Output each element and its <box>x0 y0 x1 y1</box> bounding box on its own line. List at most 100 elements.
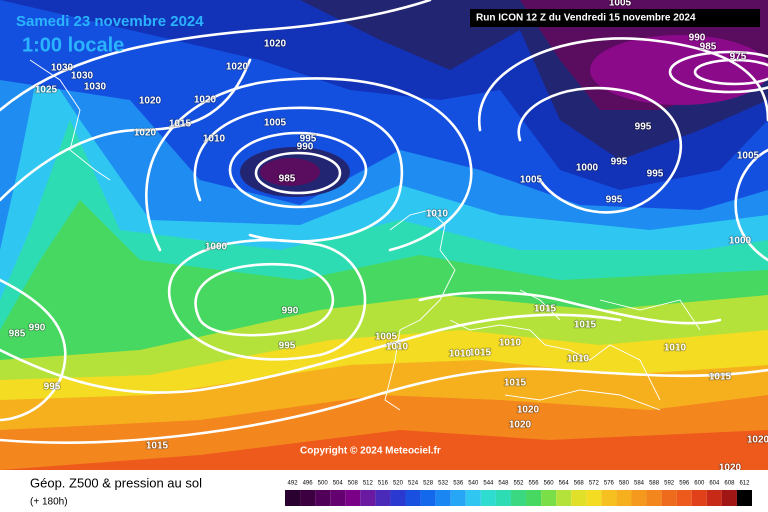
isobar-label: 995 <box>44 382 61 393</box>
isobar-label: 1030 <box>51 63 74 74</box>
isobar <box>167 238 367 361</box>
colorbar-cell <box>736 490 752 506</box>
colorbar-label: 548 <box>498 481 509 487</box>
colorbar-label: 552 <box>513 481 524 487</box>
colorbar-label: 508 <box>348 481 359 487</box>
colorbar-cell <box>661 490 677 506</box>
isobar-label: 1010 <box>664 343 687 354</box>
isobar <box>0 278 67 422</box>
colorbar-label: 572 <box>589 481 600 487</box>
isobar-label: 1000 <box>576 163 599 174</box>
isobar <box>517 86 683 214</box>
colorbar-label: 540 <box>468 481 479 487</box>
colorbar-cell <box>480 490 496 506</box>
isobar-label: 1020 <box>226 62 249 73</box>
isobar-label: 1015 <box>709 372 732 383</box>
colorbar-cell <box>315 490 331 506</box>
colorbar-cell <box>390 490 406 506</box>
isobar-label: 1010 <box>386 342 409 353</box>
contours <box>0 0 768 444</box>
colorbar-cell <box>495 490 511 506</box>
local-time: 1:00 locale <box>22 34 124 56</box>
isobar-label: 995 <box>611 157 628 168</box>
colorbar-cell <box>360 490 376 506</box>
colorbar-label: 532 <box>438 481 449 487</box>
colorbar-label: 500 <box>318 481 329 487</box>
isobar <box>254 151 342 195</box>
colorbar-cell <box>586 490 602 506</box>
isobar-label: 1000 <box>729 236 752 247</box>
isobar <box>194 262 335 337</box>
isobar-label: 995 <box>635 122 652 133</box>
isobar <box>193 106 404 243</box>
isobar-label: 1010 <box>449 349 472 360</box>
isobar-label: 1005 <box>375 332 398 343</box>
colorbar-cell <box>420 490 436 506</box>
colorbar-label: 496 <box>303 481 314 487</box>
colorbar-label: 556 <box>529 481 540 487</box>
coastline <box>29 59 111 181</box>
isobar-label: 985 <box>279 174 296 185</box>
colorbar: 492 496 500 504 508 512 516 520 524 528 532 536 540 5… <box>285 481 752 506</box>
isobar-label: 1020 <box>134 128 157 139</box>
low-core <box>260 158 320 186</box>
colorbar-cell <box>721 490 737 506</box>
colorbar-cell <box>375 490 391 506</box>
copyright: Copyright © 2024 Meteociel.fr <box>300 446 441 457</box>
colorbar-cell <box>676 490 692 506</box>
colorbar-cell <box>510 490 527 506</box>
isobar-label: 1010 <box>567 354 590 365</box>
run-info: Run ICON 12 Z du Vendredi 15 novembre 20… <box>476 13 696 24</box>
colorbar-cell <box>631 490 647 506</box>
isobar-label: 1015 <box>469 348 492 359</box>
isobar-label: 985 <box>700 42 717 53</box>
isobar-label: 1020 <box>747 435 768 446</box>
isobar <box>734 148 768 262</box>
colorbar-cell <box>450 490 466 506</box>
colorbar-cell <box>706 490 722 506</box>
colorbar-cell <box>616 490 632 506</box>
isobar-label: 1020 <box>194 95 217 106</box>
isobar-label: 1005 <box>264 118 287 129</box>
isobar-label: 1015 <box>146 441 169 452</box>
isobar-label: 1010 <box>499 338 522 349</box>
isobar <box>145 77 473 252</box>
field <box>0 0 768 470</box>
colorbar-cell <box>601 490 617 506</box>
isobar <box>0 367 768 444</box>
colorbar-label: 612 <box>739 481 750 487</box>
isobar-label: 995 <box>647 169 664 180</box>
colorbar-label: 580 <box>619 481 630 487</box>
isobar <box>668 50 768 94</box>
colorbar-cell <box>285 490 301 506</box>
isobar-label: 990 <box>282 306 299 317</box>
isobar-label: 1020 <box>517 405 540 416</box>
footer-title: Géop. Z500 & pression au sol <box>30 475 202 490</box>
isobar-label: 1020 <box>139 96 162 107</box>
colorbar-label: 544 <box>483 481 494 487</box>
colorbar-label: 592 <box>664 481 675 487</box>
colorbar-label: 492 <box>288 481 299 487</box>
isobar-label: 975 <box>730 52 747 63</box>
isobar-label: 1010 <box>426 209 449 220</box>
colorbar-label: 584 <box>634 481 645 487</box>
isobar-label: 990 <box>297 142 314 153</box>
isobar <box>0 0 432 112</box>
colorbar-cell <box>345 490 361 506</box>
isobar-label: 985 <box>9 329 26 340</box>
isobar-label: 995 <box>300 134 317 145</box>
isobar-label: 1005 <box>609 0 632 9</box>
isobar-label: 995 <box>606 195 623 206</box>
isobar-label: 990 <box>29 323 46 334</box>
colorbar-cell <box>405 490 421 506</box>
colorbar-label: 528 <box>423 481 434 487</box>
isobar-label: 1000 <box>205 242 228 253</box>
run-box <box>470 9 760 27</box>
isobar-label: 990 <box>689 33 706 44</box>
isobar-label: 1015 <box>504 378 527 389</box>
isobar-label: 1025 <box>35 85 58 96</box>
colorbar-label: 520 <box>393 481 404 487</box>
colorbar-cell <box>646 490 662 506</box>
